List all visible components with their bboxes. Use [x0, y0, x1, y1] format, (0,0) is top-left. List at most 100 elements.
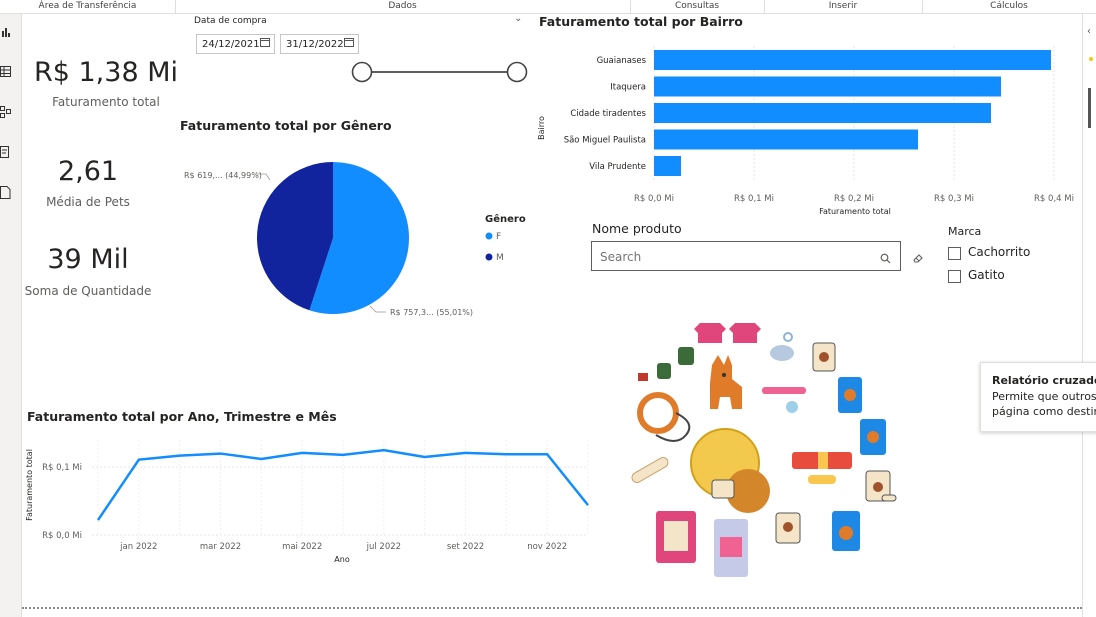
legend-dot-f [485, 232, 493, 240]
kpi-quantity-label: Soma de Quantidade [24, 284, 152, 298]
kpi-quantity-value: 39 Mil [47, 244, 129, 275]
line-xtick: mar 2022 [200, 542, 241, 552]
dog-icon [710, 355, 742, 409]
table-view-icon[interactable] [0, 66, 11, 80]
line-xtick: jul 2022 [366, 542, 401, 552]
bar-cidade-tiradentes[interactable] [654, 103, 991, 123]
product-search-box[interactable] [591, 241, 901, 271]
bar-xtick: R$ 0,3 Mi [934, 194, 974, 204]
chevron-down-icon[interactable]: ⌄ [514, 13, 523, 24]
slider-start-handle[interactable] [351, 61, 373, 83]
dax-query-icon[interactable] [0, 146, 11, 161]
bar-chart-title: Faturamento total por Bairro [539, 14, 743, 29]
kpi-total-revenue-value: R$ 1,38 Mi [33, 57, 179, 88]
line-xlabel: Ano [334, 555, 350, 564]
pie-legend-title: Gênero [485, 213, 526, 225]
legend-label-m[interactable]: M [496, 253, 504, 263]
bar-category-label: Cidade tiradentes [570, 109, 646, 119]
brand-option-cachorrito[interactable]: Cachorrito [968, 245, 1031, 259]
ribbon-group-clipboard: Área de Transferência [0, 0, 176, 13]
line-xtick: mai 2022 [282, 542, 322, 552]
slider-end-handle[interactable] [506, 61, 528, 83]
search-icon[interactable] [880, 249, 891, 268]
calendar-icon[interactable] [260, 35, 270, 55]
pie-chart-title: Faturamento total por Gênero [180, 118, 392, 133]
bar-category-label: Itaquera [610, 83, 646, 93]
bar-ylabel: Bairro [537, 116, 546, 140]
cross-report-tooltip: Relatório cruzado Permite que outros pág… [980, 362, 1096, 432]
pie-leader-m [256, 173, 271, 181]
bar-category-label: Guaianases [597, 56, 647, 66]
brand-option-gatito[interactable]: Gatito [968, 268, 1005, 282]
pet-sweater-icon [638, 347, 694, 381]
date-end-value: 31/12/2022 [286, 39, 344, 50]
bar-vila-prudente[interactable] [654, 156, 681, 176]
date-start-value: 24/12/2021 [202, 39, 260, 50]
line-series[interactable] [96, 448, 589, 521]
line-gridlines: R$ 0,0 Mi R$ 0,1 Mi [42, 440, 589, 541]
kpi-avg-pets-value: 2,61 [57, 156, 119, 187]
product-search-input[interactable] [598, 246, 862, 268]
mouse-toy-icon [770, 332, 794, 361]
line-ytick: R$ 0,0 Mi [42, 531, 82, 541]
ribbon-group-data: Dados [175, 0, 631, 13]
tooltip-line-2: página como destin [992, 405, 1096, 418]
ribbon-group-queries: Consultas [630, 0, 765, 13]
bar-xlabel: Faturamento total [819, 207, 891, 216]
product-slicer-title: Nome produto [592, 221, 682, 236]
legend-label-f[interactable]: F [496, 232, 501, 242]
ball-icon [690, 428, 770, 513]
ribbon-group-calculations: Cálculos [990, 1, 1028, 11]
date-end-input[interactable]: 31/12/2022 [280, 34, 359, 54]
bar-category-label: Vila Prudente [589, 162, 646, 172]
brand-slicer-title: Marca [948, 225, 982, 238]
view-switcher-rail [0, 14, 22, 617]
pet-shirt-icon [694, 323, 761, 343]
pie-label-f: R$ 757,3... (55,01%) [390, 308, 473, 317]
date-start-input[interactable]: 24/12/2021 [196, 34, 275, 54]
pie-slice-f[interactable] [309, 162, 409, 314]
line-xtick: jan 2022 [119, 542, 157, 552]
eraser-icon[interactable] [912, 249, 924, 268]
date-slicer-title: Data de compra [194, 16, 267, 26]
pie-leader-f [369, 305, 386, 313]
calendar-icon[interactable] [344, 35, 354, 55]
tooltip-title: Relatório cruzado [992, 374, 1096, 387]
bar-são-miguel-paulista[interactable] [654, 129, 918, 150]
report-view-icon[interactable] [0, 26, 11, 41]
bar-xtick: R$ 0,0 Mi [634, 194, 674, 204]
pie-slice-m[interactable] [256, 162, 333, 311]
line-xticks: jan 2022 mar 2022 mai 2022 jul 2022 set 2022… [119, 542, 567, 552]
pane-collapsed-rail: ‹ [1082, 14, 1096, 617]
bar-category-label: São Miguel Paulista [564, 136, 646, 146]
line-chart-title: Faturamento total por Ano, Trimestre e M… [27, 409, 337, 424]
pane-label-icon[interactable] [1088, 88, 1091, 128]
line-xtick: set 2022 [447, 542, 484, 552]
date-range-slider[interactable] [340, 58, 540, 86]
chevron-left-icon[interactable]: ‹ [1087, 26, 1091, 37]
legend-dot-m [485, 253, 493, 261]
bar-xtick: R$ 0,2 Mi [834, 194, 874, 204]
line-ylabel: Faturamento total [25, 449, 34, 521]
bar-guaianases[interactable] [654, 50, 1051, 70]
collar-icon [762, 387, 852, 469]
treat-bag-icon [656, 511, 748, 577]
checkbox-gatito[interactable] [948, 270, 961, 283]
bar-xtick: R$ 0,1 Mi [734, 194, 774, 204]
model-view-icon[interactable] [0, 106, 11, 121]
pie-chart[interactable]: R$ 619,... (44,99%) R$ 757,3... (55,01%)… [170, 140, 550, 340]
ribbon-group-insert: Inserir [764, 0, 923, 13]
kpi-total-revenue-label: Faturamento total [52, 95, 160, 109]
bar-itaquera[interactable] [654, 76, 1001, 97]
kpi-avg-pets-label: Média de Pets [46, 195, 130, 209]
line-chart[interactable]: R$ 0,0 Mi R$ 0,1 Mi jan 2022 mar 2022 mai 2… [22, 430, 592, 570]
page-boundary-line [22, 607, 1082, 609]
line-xtick: nov 2022 [527, 542, 567, 552]
ribbon-group-labels: Área de Transferência Dados Consultas In… [0, 0, 1096, 14]
tmdl-icon[interactable] [0, 186, 11, 202]
pie-label-m: R$ 619,... (44,99%) [184, 171, 262, 180]
bar-chart[interactable]: R$ 0,0 Mi R$ 0,1 Mi R$ 0,2 Mi R$ 0,3 Mi R$ 0… [530, 40, 1082, 220]
bar-marks: Guaianases Itaquera Cidade tiradentes São M… [564, 50, 1051, 176]
tooltip-line-1: Permite que outros [992, 390, 1096, 403]
checkbox-cachorrito[interactable] [948, 247, 961, 260]
